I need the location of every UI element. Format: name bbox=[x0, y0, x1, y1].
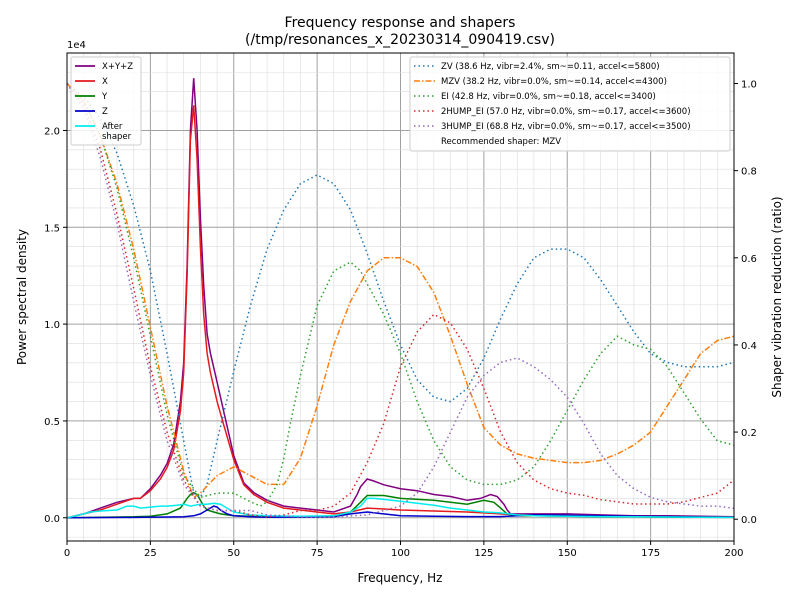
shaper-legend-label: 3HUMP_EI (68.8 Hz, vibr=0.0%, sm~=0.17, … bbox=[441, 122, 691, 132]
right-axis-ticks: 0.0 0.2 0.4 0.6 0.8 1.0 bbox=[734, 80, 757, 526]
right-tick-label: 1.0 bbox=[741, 80, 757, 91]
chart-title-line2: (/tmp/resonances_x_20230314_090419.csv) bbox=[245, 32, 555, 48]
shaper-legend-label: MZV (38.2 Hz, vibr=0.0%, sm~=0.14, accel… bbox=[441, 77, 667, 87]
psd-legend-box bbox=[70, 56, 142, 146]
chart-title-line1: Frequency response and shapers bbox=[285, 15, 516, 31]
x-tick-label: 175 bbox=[641, 548, 660, 559]
left-axis-ticks: 0.0 0.5 1.0 1.5 2.0 bbox=[44, 126, 67, 525]
shaper-series-line-1 bbox=[66, 82, 735, 499]
shaper-legend: ZV (38.6 Hz, vibr=2.4%, sm~=0.11, accel<… bbox=[409, 56, 731, 152]
right-tick-label: 0.0 bbox=[741, 515, 757, 526]
x-tick-label: 25 bbox=[144, 548, 157, 559]
left-axis-exponent: 1e4 bbox=[67, 40, 86, 51]
x-tick-label: 150 bbox=[558, 548, 577, 559]
shaper-series-group bbox=[66, 82, 735, 518]
psd-legend-label: X+Y+Z bbox=[102, 62, 133, 72]
shaper-legend-label: 2HUMP_EI (57.0 Hz, vibr=0.0%, sm~=0.17, … bbox=[441, 107, 691, 117]
shaper-series-line-0 bbox=[66, 82, 735, 499]
left-tick-label: 0.0 bbox=[44, 514, 60, 525]
left-tick-label: 1.0 bbox=[44, 320, 60, 331]
shaper-series-line-2 bbox=[66, 82, 735, 507]
psd-legend-label: X bbox=[102, 77, 108, 87]
x-tick-label: 100 bbox=[391, 548, 410, 559]
x-tick-label: 75 bbox=[311, 548, 324, 559]
right-tick-label: 0.4 bbox=[741, 341, 757, 352]
psd-series-line-3 bbox=[66, 505, 735, 519]
left-tick-label: 2.0 bbox=[44, 126, 60, 137]
x-tick-label: 50 bbox=[227, 548, 240, 559]
shaper-series-line-3 bbox=[66, 83, 735, 518]
shaper-legend-box bbox=[409, 56, 731, 152]
shaper-legend-label: ZV (38.6 Hz, vibr=2.4%, sm~=0.11, accel<… bbox=[441, 62, 660, 72]
recommended-shaper-text: Recommended shaper: MZV bbox=[441, 137, 561, 147]
shaper-legend-label: EI (42.8 Hz, vibr=0.0%, sm~=0.18, accel<… bbox=[441, 92, 656, 102]
right-tick-label: 0.8 bbox=[741, 167, 757, 178]
psd-legend-label: shaper bbox=[102, 132, 132, 142]
right-tick-label: 0.6 bbox=[741, 254, 757, 265]
x-tick-label: 125 bbox=[474, 548, 493, 559]
left-tick-label: 1.5 bbox=[44, 223, 60, 234]
right-axis-label: Shaper vibration reduction (ratio) bbox=[770, 196, 784, 397]
right-tick-label: 0.2 bbox=[741, 428, 757, 439]
x-tick-label: 0 bbox=[64, 548, 70, 559]
x-axis-ticks: 0 25 50 75 100 125 150 175 200 bbox=[64, 541, 744, 559]
left-axis-label: Power spectral density bbox=[15, 229, 29, 365]
psd-legend-label: Y bbox=[101, 92, 108, 102]
left-tick-label: 0.5 bbox=[44, 417, 60, 428]
psd-series-line-4 bbox=[66, 497, 735, 519]
grid-lines bbox=[66, 53, 735, 541]
psd-legend-label: Z bbox=[102, 107, 108, 117]
x-tick-label: 200 bbox=[724, 548, 743, 559]
x-axis-label: Frequency, Hz bbox=[358, 571, 443, 585]
psd-legend-label: After bbox=[102, 122, 123, 132]
